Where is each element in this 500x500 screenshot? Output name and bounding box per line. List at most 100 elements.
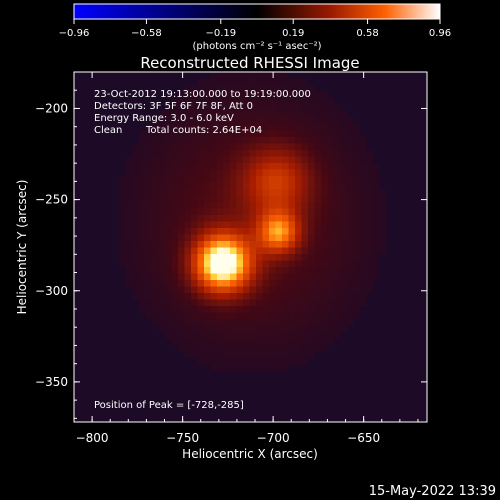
heatmap-pixel: [275, 130, 283, 138]
heatmap-pixel: [230, 163, 237, 170]
heatmap-pixel: [223, 215, 231, 222]
heatmap-pixel: [347, 228, 354, 235]
heatmap-pixel: [145, 143, 153, 151]
heatmap-pixel: [178, 228, 185, 235]
heatmap-pixel: [256, 195, 263, 203]
heatmap-pixel: [288, 358, 296, 365]
heatmap-pixel: [327, 111, 335, 118]
heatmap-pixel: [347, 169, 354, 177]
colorbar-tick-label: −0.58: [131, 28, 162, 39]
heatmap-pixel: [308, 273, 315, 281]
heatmap-pixel: [139, 208, 146, 216]
heatmap-pixel: [314, 312, 322, 320]
heatmap-pixel: [249, 143, 257, 151]
heatmap-pixel: [288, 163, 296, 170]
heatmap-pixel: [295, 351, 302, 359]
heatmap-pixel: [308, 137, 315, 144]
heatmap-pixel: [132, 150, 140, 157]
heatmap-pixel: [158, 111, 166, 118]
heatmap-pixel: [256, 221, 263, 229]
heatmap-pixel: [288, 176, 296, 183]
heatmap-pixel: [171, 215, 179, 222]
heatmap-pixel: [165, 254, 172, 261]
heatmap-pixel: [230, 72, 237, 79]
heatmap-pixel: [379, 215, 387, 222]
heatmap-pixel: [236, 247, 244, 255]
heatmap-pixel: [340, 306, 348, 313]
heatmap-pixel: [340, 169, 348, 177]
heatmap-pixel: [334, 273, 341, 281]
heatmap-pixel: [262, 137, 270, 144]
heatmap-pixel: [256, 286, 263, 294]
heatmap-pixel: [379, 221, 387, 229]
heatmap-pixel: [321, 195, 328, 203]
heatmap-pixel: [210, 312, 218, 320]
heatmap-pixel: [340, 247, 348, 255]
heatmap-pixel: [347, 215, 354, 222]
heatmap-pixel: [210, 267, 218, 274]
heatmap-pixel: [139, 293, 146, 300]
heatmap-pixel: [282, 78, 289, 86]
heatmap-pixel: [321, 293, 328, 300]
heatmap-pixel: [152, 286, 159, 294]
heatmap-pixel: [256, 338, 263, 346]
heatmap-pixel: [321, 117, 328, 125]
x-tick-label: −750: [166, 431, 199, 445]
heatmap-pixel: [158, 293, 166, 300]
heatmap-pixel: [269, 208, 276, 216]
heatmap-pixel: [366, 234, 374, 242]
heatmap-pixel: [165, 312, 172, 320]
heatmap-pixel: [301, 345, 309, 352]
heatmap-pixel: [223, 280, 231, 287]
heatmap-pixel: [249, 208, 257, 216]
heatmap-pixel: [165, 306, 172, 313]
heatmap-pixel: [282, 325, 289, 333]
heatmap-pixel: [308, 247, 315, 255]
heatmap-pixel: [295, 163, 302, 170]
heatmap-pixel: [249, 247, 257, 255]
heatmap-pixel: [217, 163, 224, 170]
heatmap-pixel: [184, 234, 192, 242]
heatmap-pixel: [158, 254, 166, 261]
heatmap-pixel: [340, 130, 348, 138]
heatmap-pixel: [197, 267, 205, 274]
heatmap-pixel: [262, 280, 270, 287]
heatmap-pixel: [288, 241, 296, 248]
heatmap-pixel: [197, 111, 205, 118]
heatmap-pixel: [184, 306, 192, 313]
heatmap-pixel: [347, 221, 354, 229]
heatmap-pixel: [321, 176, 328, 183]
heatmap-pixel: [184, 143, 192, 151]
heatmap-pixel: [210, 189, 218, 196]
heatmap-pixel: [301, 208, 309, 216]
heatmap-pixel: [184, 241, 192, 248]
heatmap-pixel: [223, 85, 231, 92]
heatmap-pixel: [171, 156, 179, 164]
heatmap-pixel: [165, 182, 172, 190]
heatmap-pixel: [152, 124, 159, 131]
heatmap-pixel: [321, 273, 328, 281]
heatmap-pixel: [184, 189, 192, 196]
heatmap-pixel: [340, 150, 348, 157]
heatmap-pixel: [314, 163, 322, 170]
heatmap-pixel: [197, 208, 205, 216]
heatmap-pixel: [340, 254, 348, 261]
heatmap-pixel: [353, 286, 361, 294]
heatmap-pixel: [158, 189, 166, 196]
heatmap-pixel: [308, 182, 315, 190]
heatmap-pixel: [132, 228, 140, 235]
heatmap-pixel: [210, 273, 218, 281]
heatmap-pixel: [230, 91, 237, 99]
heatmap-pixel: [191, 260, 198, 268]
heatmap-pixel: [269, 345, 276, 352]
heatmap-pixel: [184, 215, 192, 222]
heatmap-pixel: [126, 208, 133, 216]
heatmap-pixel: [236, 189, 244, 196]
heatmap-pixel: [178, 143, 185, 151]
heatmap-pixel: [353, 228, 361, 235]
heatmap-pixel: [360, 247, 367, 255]
heatmap-pixel: [301, 338, 309, 346]
heatmap-pixel: [171, 124, 179, 131]
heatmap-pixel: [321, 202, 328, 209]
heatmap-pixel: [236, 98, 244, 105]
